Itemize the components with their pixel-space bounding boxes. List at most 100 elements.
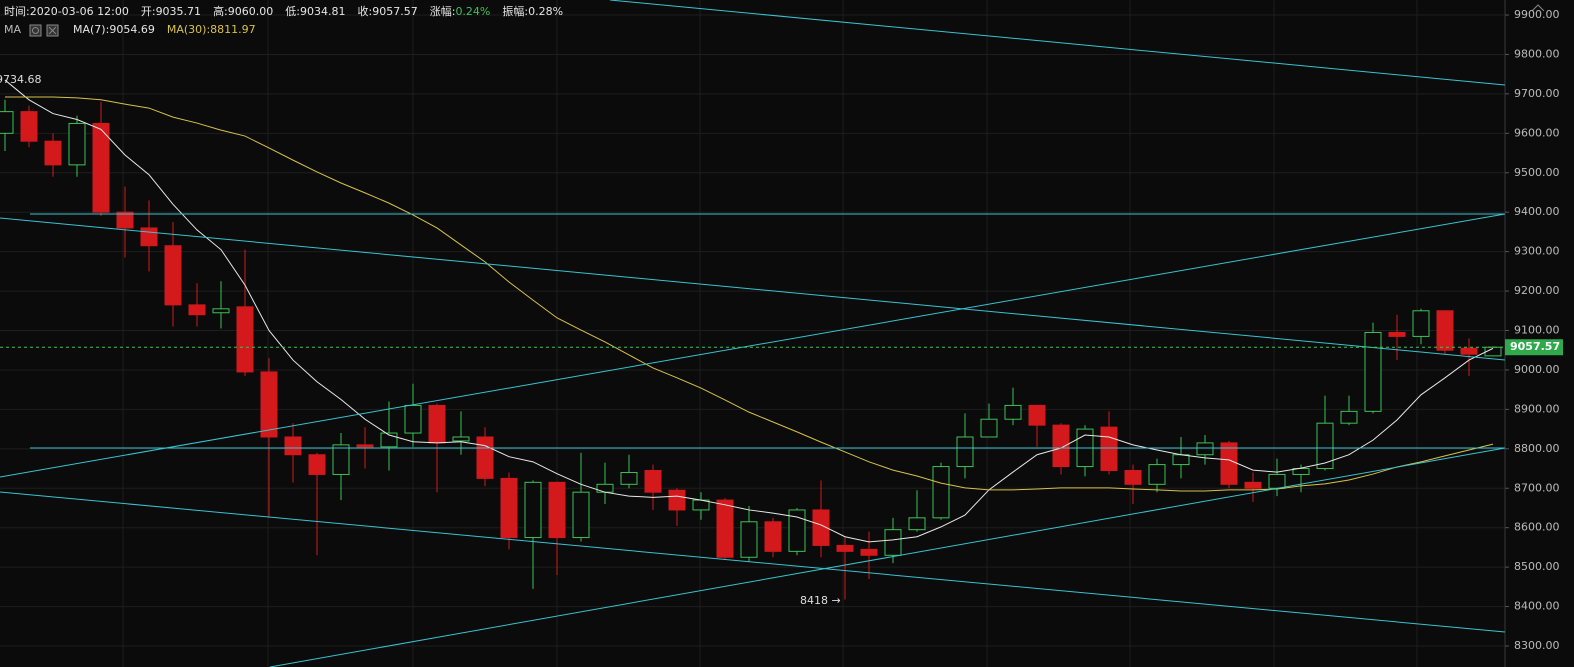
candle-body	[908, 517, 926, 531]
candle-body	[428, 404, 446, 444]
y-tick-label: 8700.00	[1514, 481, 1560, 494]
candle-body	[1172, 454, 1190, 466]
last-price-box	[1505, 339, 1563, 356]
y-tick-label: 9700.00	[1514, 87, 1560, 100]
candle-body	[1028, 404, 1046, 426]
info-value: 9057.57	[372, 5, 418, 18]
candle-body	[92, 122, 110, 213]
candle-body	[860, 548, 878, 556]
candle-body	[452, 436, 470, 442]
candle-body	[1340, 410, 1358, 424]
candle-body	[188, 304, 206, 316]
max-annotation: 9734.68	[0, 73, 42, 86]
y-tick-label: 8900.00	[1514, 402, 1560, 415]
info-label: 低:	[285, 5, 300, 18]
candle-body	[1268, 473, 1286, 489]
legend-separator: :	[106, 23, 110, 36]
info-label: 收:	[358, 4, 373, 18]
legend-separator: :	[206, 23, 210, 36]
y-tick-label: 8800.00	[1514, 442, 1560, 455]
candle-body	[956, 436, 974, 468]
legend: MA(7):9054.69 MA(30):8811.97	[73, 23, 256, 36]
candle-body	[116, 211, 134, 229]
candle-body	[236, 306, 254, 373]
info-value: 9035.71	[156, 5, 202, 18]
y-tick-label: 9300.00	[1514, 245, 1560, 258]
info-value: 9034.81	[300, 5, 346, 18]
legend-name: MA(30)	[167, 23, 207, 36]
candle-body	[1148, 464, 1166, 485]
plot-area	[0, 14, 1505, 647]
candle-body	[524, 481, 542, 539]
candle-body	[836, 544, 854, 552]
info-label: 振幅:	[502, 4, 528, 18]
info-value: 0.28%	[528, 5, 563, 18]
info-bar: 时间:2020-03-06 12:00 开:9035.71 高:9060.00 低:9…	[4, 4, 563, 18]
candle-body	[0, 111, 14, 134]
candle-body	[1364, 331, 1382, 412]
min-annotation: 8418 →	[800, 594, 841, 607]
candle-body	[1196, 442, 1214, 456]
candle-body	[548, 481, 566, 539]
candle-body	[716, 499, 734, 558]
candle-body	[1436, 310, 1454, 351]
candle-body	[20, 111, 38, 142]
trend-lines	[0, 0, 1506, 667]
y-tick-label: 8300.00	[1514, 639, 1560, 652]
candle-body	[932, 466, 950, 519]
candle-body	[812, 509, 830, 546]
candle-body	[1412, 310, 1430, 337]
candle-body	[332, 444, 350, 475]
info-label: 开:	[141, 5, 156, 18]
candle-body	[572, 491, 590, 539]
candle-body	[644, 470, 662, 493]
candle-body	[260, 371, 278, 438]
collapse-icon	[1531, 4, 1545, 12]
info-label: 涨幅:	[430, 5, 456, 18]
y-tick-label: 9000.00	[1514, 363, 1560, 376]
candle-body	[620, 471, 638, 485]
legend-value: 8811.97	[210, 23, 256, 36]
ma-line	[5, 96, 1494, 492]
candle-body	[1460, 347, 1478, 355]
candle-body	[764, 521, 782, 552]
candle-body	[404, 404, 422, 434]
y-tick-label: 9800.00	[1514, 47, 1560, 60]
info-value: 0.24%	[455, 5, 490, 18]
y-tick-label: 8500.00	[1514, 560, 1560, 573]
candle-body	[1124, 470, 1142, 485]
candle-body	[500, 477, 518, 539]
candle-body	[284, 436, 302, 456]
candle-body	[476, 436, 494, 479]
y-tick-label: 9500.00	[1514, 166, 1560, 179]
candle-body	[668, 489, 686, 511]
candle-body	[1220, 442, 1238, 485]
y-tick-label: 9600.00	[1514, 126, 1560, 139]
candle-body	[1004, 404, 1022, 420]
candle-body	[1244, 481, 1262, 489]
candle-body	[1388, 331, 1406, 337]
candle-body	[308, 454, 326, 475]
candle-body	[980, 418, 998, 438]
info-value: 9060.00	[228, 5, 274, 18]
info-label: 高:	[213, 4, 228, 18]
toolbar-icons	[29, 4, 1545, 37]
candle-body	[596, 483, 614, 493]
candle-body	[44, 140, 62, 166]
last-price-label: 9057.57	[1510, 340, 1560, 353]
candle-body	[140, 227, 158, 247]
candle-body	[1484, 346, 1502, 357]
y-tick-label: 9100.00	[1514, 324, 1560, 337]
y-tick-label: 9400.00	[1514, 205, 1560, 218]
y-tick-label: 9200.00	[1514, 284, 1560, 297]
legend-value: 9054.69	[109, 23, 155, 36]
legend-name: MA(7)	[73, 23, 106, 36]
candle-body	[1316, 422, 1334, 470]
candle-body	[1100, 426, 1118, 472]
y-tick-label: 8400.00	[1514, 600, 1560, 613]
y-tick-label: 8600.00	[1514, 521, 1560, 534]
candle-body	[212, 308, 230, 314]
candle-body	[788, 509, 806, 552]
